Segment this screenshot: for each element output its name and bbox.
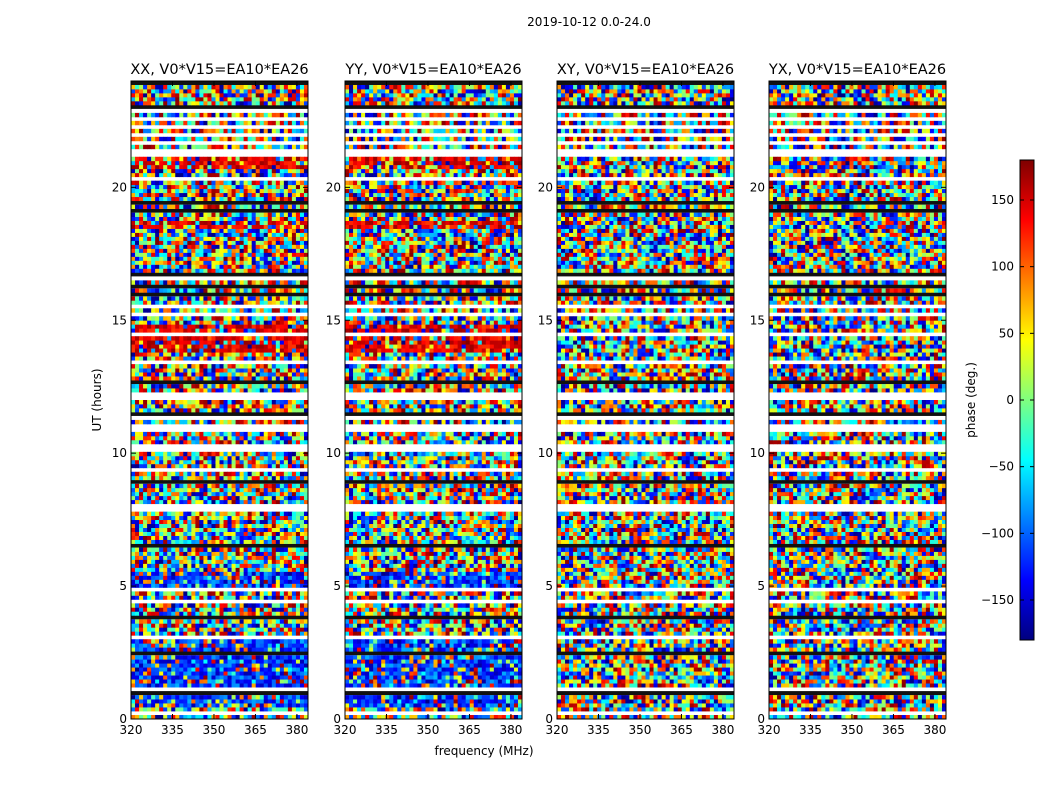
y-tick-label: 0: [119, 712, 127, 726]
y-tick-label: 5: [757, 579, 765, 593]
y-tick-label: 0: [757, 712, 765, 726]
x-tick-label: 350: [417, 723, 440, 737]
x-tick-label: 350: [203, 723, 226, 737]
x-tick-label: 335: [161, 723, 184, 737]
phase-raster: [557, 81, 734, 719]
y-tick-label: 10: [326, 446, 341, 460]
y-tick-label: 10: [112, 446, 127, 460]
x-tick-label: 350: [629, 723, 652, 737]
colorbar-tick-label: −100: [981, 526, 1014, 540]
y-tick-label: 0: [333, 712, 341, 726]
figure-title: 2019-10-12 0.0-24.0: [527, 15, 651, 29]
y-tick-label: 5: [545, 579, 553, 593]
y-tick-label: 20: [538, 180, 553, 194]
colorbar-tick-label: 50: [999, 326, 1014, 340]
panel-title: XY, V0*V15=EA10*EA26: [557, 62, 734, 78]
x-tick-label: 380: [499, 723, 522, 737]
y-tick-label: 15: [750, 313, 765, 327]
phase-raster: [769, 81, 946, 719]
y-tick-label: 10: [538, 446, 553, 460]
x-tick-label: 335: [587, 723, 610, 737]
x-tick-label: 380: [711, 723, 734, 737]
x-tick-label: 365: [882, 723, 905, 737]
colorbar-tick-label: 0: [1006, 393, 1014, 407]
phase-raster: [345, 81, 522, 719]
y-tick-label: 15: [538, 313, 553, 327]
x-tick-label: 365: [458, 723, 481, 737]
x-tick-label: 350: [841, 723, 864, 737]
phase-raster: [131, 81, 308, 719]
colorbar-tick-label: −50: [989, 460, 1014, 474]
x-tick-label: 335: [799, 723, 822, 737]
x-tick-label: 380: [923, 723, 946, 737]
y-tick-label: 15: [326, 313, 341, 327]
colorbar-tick-label: 150: [991, 193, 1014, 207]
colorbar: −150 −100 −50 0 50 100 150 phase (deg.): [964, 160, 1034, 640]
y-tick-label: 5: [333, 579, 341, 593]
colorbar-tick-label: −150: [981, 593, 1014, 607]
colorbar-tick-label: 100: [991, 260, 1014, 274]
y-tick-label: 0: [545, 712, 553, 726]
x-tick-label: 365: [244, 723, 267, 737]
y-axis-label: UT (hours): [90, 368, 104, 431]
y-tick-label: 15: [112, 313, 127, 327]
y-tick-label: 10: [750, 446, 765, 460]
panel-title: YX, V0*V15=EA10*EA26: [768, 62, 946, 78]
panel-title: YY, V0*V15=EA10*EA26: [344, 62, 521, 78]
x-tick-label: 380: [285, 723, 308, 737]
colorbar-label: phase (deg.): [964, 362, 978, 438]
y-tick-label: 20: [112, 180, 127, 194]
y-tick-label: 5: [119, 579, 127, 593]
y-tick-label: 20: [750, 180, 765, 194]
panel-title: XX, V0*V15=EA10*EA26: [130, 62, 308, 78]
x-tick-label: 335: [375, 723, 398, 737]
x-axis-label: frequency (MHz): [434, 744, 533, 758]
x-tick-label: 365: [670, 723, 693, 737]
y-tick-label: 20: [326, 180, 341, 194]
